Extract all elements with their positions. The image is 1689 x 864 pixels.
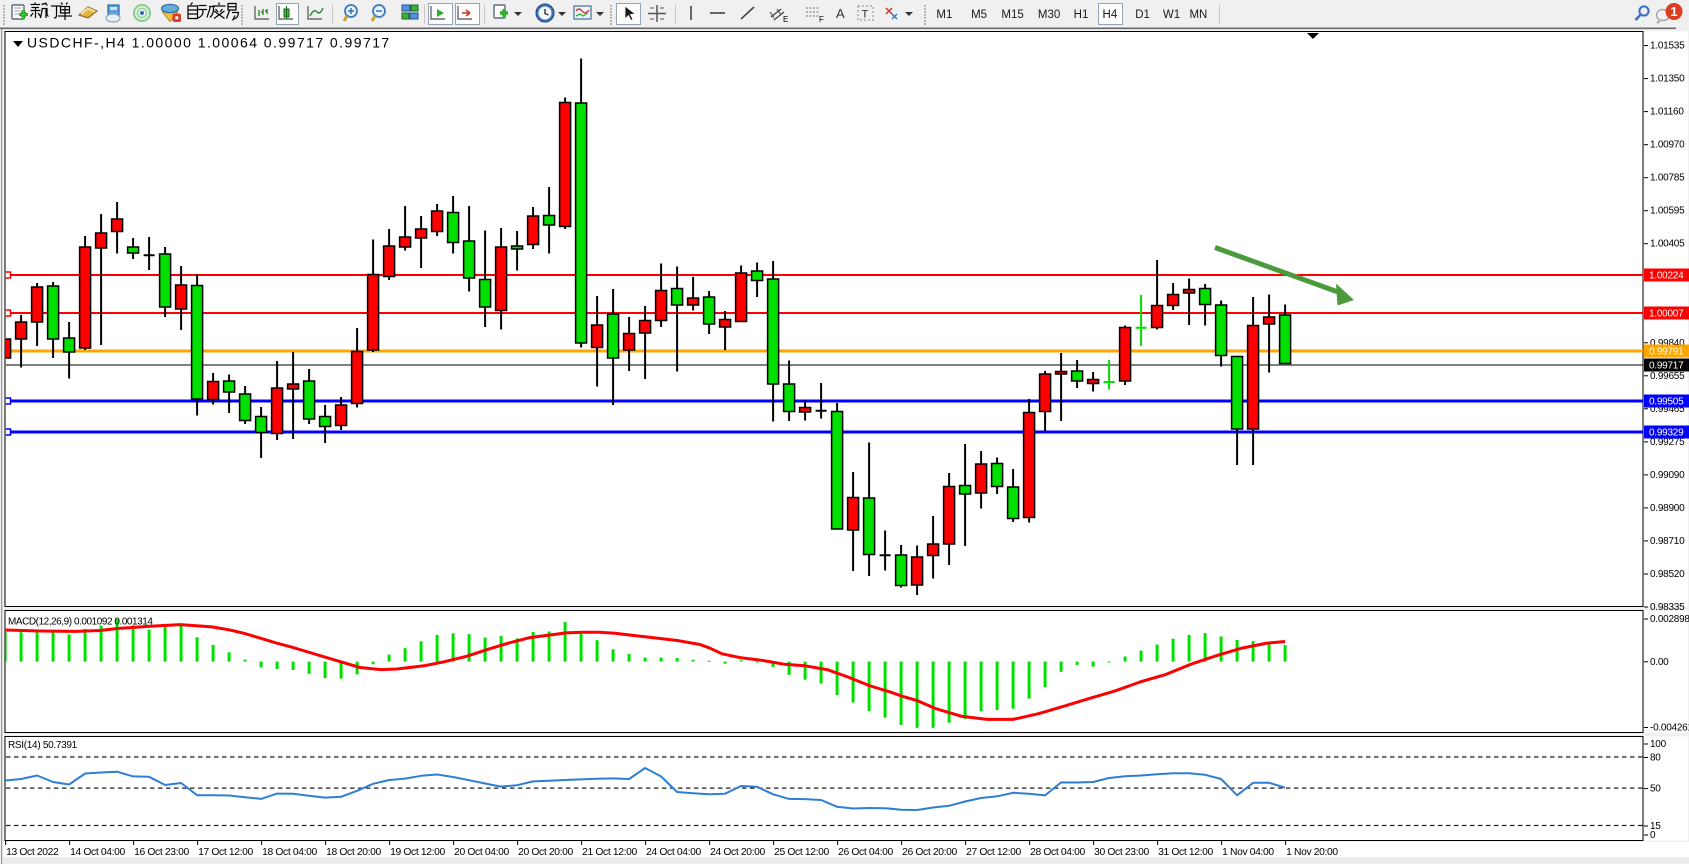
svg-text:0.98520: 0.98520 [1650, 569, 1685, 580]
svg-text:1.00224: 1.00224 [1649, 271, 1684, 282]
svg-text:1 Nov 04:00: 1 Nov 04:00 [1222, 847, 1274, 858]
svg-text:0.99090: 0.99090 [1650, 470, 1685, 481]
svg-text:21 Oct 12:00: 21 Oct 12:00 [582, 847, 637, 858]
svg-text:15: 15 [1650, 821, 1661, 832]
svg-text:50: 50 [1650, 784, 1661, 795]
svg-text:0.98335: 0.98335 [1650, 602, 1685, 613]
svg-text:1.01535: 1.01535 [1650, 41, 1685, 52]
svg-text:M30: M30 [1038, 9, 1060, 21]
svg-text:20 Oct 04:00: 20 Oct 04:00 [454, 847, 509, 858]
svg-text:24 Oct 20:00: 24 Oct 20:00 [710, 847, 765, 858]
svg-text:1.00007: 1.00007 [1649, 309, 1684, 320]
svg-text:31 Oct 12:00: 31 Oct 12:00 [1158, 847, 1213, 858]
svg-text:20 Oct 20:00: 20 Oct 20:00 [518, 847, 573, 858]
svg-text:0.99465: 0.99465 [1650, 404, 1685, 415]
svg-text:0: 0 [1650, 830, 1656, 841]
svg-text:0.002898: 0.002898 [1650, 614, 1689, 625]
svg-text:H4: H4 [1103, 9, 1118, 21]
svg-text:14 Oct 04:00: 14 Oct 04:00 [70, 847, 125, 858]
svg-text:1: 1 [1670, 4, 1677, 19]
svg-text:F: F [819, 15, 824, 24]
svg-text:27 Oct 12:00: 27 Oct 12:00 [966, 847, 1021, 858]
svg-text:25 Oct 12:00: 25 Oct 12:00 [774, 847, 829, 858]
svg-text:1.00970: 1.00970 [1650, 140, 1685, 151]
svg-text:T: T [862, 9, 869, 21]
svg-text:26 Oct 20:00: 26 Oct 20:00 [902, 847, 957, 858]
svg-text:18 Oct 20:00: 18 Oct 20:00 [326, 847, 381, 858]
svg-text:0.99717: 0.99717 [1649, 361, 1684, 372]
svg-text:W1: W1 [1163, 9, 1180, 21]
svg-text:0.99655: 0.99655 [1650, 371, 1685, 382]
svg-text:0.00: 0.00 [1650, 657, 1669, 668]
svg-text:0.99840: 0.99840 [1650, 338, 1685, 349]
svg-text:USDCHF-,H4 1.00000 1.00064 0.: USDCHF-,H4 1.00000 1.00064 0.99717 0.997… [27, 35, 391, 51]
svg-text:1.01350: 1.01350 [1650, 74, 1685, 85]
svg-text:D1: D1 [1135, 9, 1150, 21]
svg-text:16 Oct 23:00: 16 Oct 23:00 [134, 847, 189, 858]
svg-text:30 Oct 23:00: 30 Oct 23:00 [1094, 847, 1149, 858]
svg-text:M15: M15 [1001, 9, 1023, 21]
svg-text:H1: H1 [1074, 9, 1089, 21]
svg-text:0.99791: 0.99791 [1649, 347, 1684, 358]
svg-text:M5: M5 [971, 9, 987, 21]
svg-text:100: 100 [1650, 739, 1667, 750]
svg-text:E: E [783, 15, 788, 24]
svg-text:0.99329: 0.99329 [1649, 428, 1684, 439]
svg-text:1.00595: 1.00595 [1650, 206, 1685, 217]
svg-text:0.99505: 0.99505 [1649, 397, 1684, 408]
svg-text:28 Oct 04:00: 28 Oct 04:00 [1030, 847, 1085, 858]
svg-text:MACD(12,26,9) 0.001092 0.00131: MACD(12,26,9) 0.001092 0.001314 [8, 617, 153, 628]
svg-text:1.01160: 1.01160 [1650, 107, 1684, 118]
svg-text:0.98710: 0.98710 [1650, 536, 1685, 547]
svg-text:80: 80 [1650, 753, 1661, 764]
svg-text:1 Nov 20:00: 1 Nov 20:00 [1286, 847, 1338, 858]
svg-text:0.99275: 0.99275 [1650, 437, 1685, 448]
svg-text:18 Oct 04:00: 18 Oct 04:00 [262, 847, 317, 858]
svg-text:1.00785: 1.00785 [1650, 173, 1685, 184]
svg-text:0.98900: 0.98900 [1650, 503, 1685, 514]
svg-text:24 Oct 04:00: 24 Oct 04:00 [646, 847, 701, 858]
svg-text:19 Oct 12:00: 19 Oct 12:00 [390, 847, 445, 858]
svg-text:26 Oct 04:00: 26 Oct 04:00 [838, 847, 893, 858]
svg-text:17 Oct 12:00: 17 Oct 12:00 [198, 847, 253, 858]
svg-text:13 Oct 2022: 13 Oct 2022 [6, 847, 59, 858]
svg-text:A: A [836, 6, 845, 21]
svg-text:MN: MN [1189, 9, 1207, 21]
svg-text:1.00405: 1.00405 [1650, 239, 1685, 250]
svg-text:M1: M1 [936, 9, 952, 21]
svg-text:RSI(14) 50.7391: RSI(14) 50.7391 [8, 740, 78, 751]
svg-text:-0.004261: -0.004261 [1650, 723, 1689, 734]
